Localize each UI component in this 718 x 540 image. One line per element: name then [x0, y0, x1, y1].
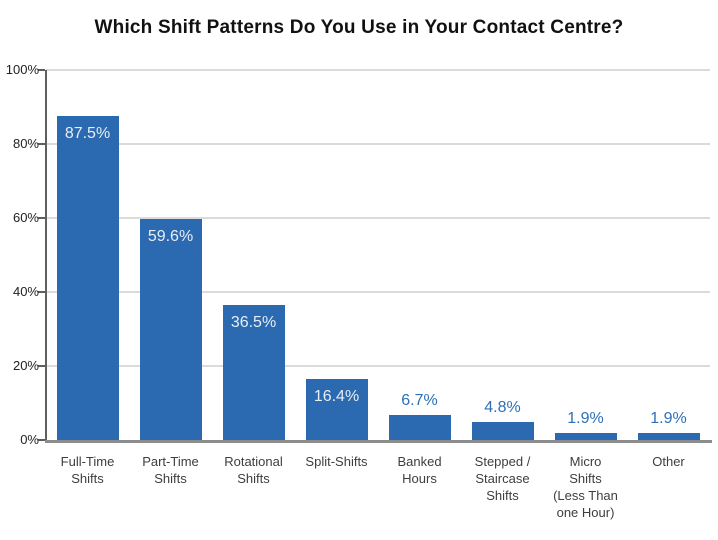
bar-value-label-5: 4.8%	[484, 399, 521, 417]
bar-5	[471, 422, 534, 440]
bar-value-label-2: 36.5%	[230, 313, 277, 331]
y-axis-line	[45, 70, 47, 442]
x-axis-label-0: Full-Time Shifts	[60, 454, 115, 486]
y-tick-mark-0	[38, 439, 45, 441]
y-tick-mark-20	[38, 365, 45, 367]
y-tick-label-20: 20%	[12, 358, 39, 373]
gridline-100	[46, 69, 710, 71]
y-tick-mark-80	[38, 143, 45, 145]
y-tick-label-60: 60%	[12, 210, 39, 225]
x-axis-label-4: Banked Hours	[397, 454, 442, 486]
plot-area	[46, 69, 710, 440]
gridline-80	[46, 143, 710, 145]
bar-2	[222, 304, 285, 440]
y-tick-label-80: 80%	[12, 136, 39, 151]
x-axis-label-1: Part-Time Shifts	[142, 454, 199, 486]
chart-title: Which Shift Patterns Do You Use in Your …	[94, 17, 624, 38]
x-axis-label-3: Split-Shifts	[305, 454, 368, 469]
x-axis-label-7: Other	[652, 454, 685, 469]
bar-value-label-3: 16.4%	[313, 388, 360, 406]
y-tick-label-100: 100%	[5, 62, 39, 77]
x-axis-label-5: Stepped / Staircase Shifts	[474, 454, 531, 503]
bar-6	[554, 432, 617, 440]
y-tick-label-0: 0%	[20, 432, 39, 447]
gridline-60	[46, 217, 710, 219]
bar-3	[305, 379, 368, 440]
x-axis-label-6: Micro Shifts (Less Than one Hour)	[553, 454, 618, 520]
gridline-20	[46, 365, 710, 367]
y-tick-mark-60	[38, 217, 45, 219]
y-tick-label-40: 40%	[12, 284, 39, 299]
bar-0	[56, 116, 119, 440]
bar-value-label-4: 6.7%	[401, 392, 438, 410]
bar-7	[637, 432, 700, 440]
y-tick-mark-40	[38, 291, 45, 293]
bar-4	[388, 415, 451, 440]
gridline-40	[46, 291, 710, 293]
bar-1	[139, 219, 202, 440]
bar-value-label-1: 59.6%	[147, 228, 194, 246]
x-axis-label-2: Rotational Shifts	[224, 454, 283, 486]
bar-value-label-0: 87.5%	[64, 125, 111, 143]
bar-value-label-7: 1.9%	[650, 409, 687, 427]
bar-value-label-6: 1.9%	[567, 409, 604, 427]
y-tick-mark-100	[38, 69, 45, 71]
x-axis-line	[45, 440, 712, 443]
